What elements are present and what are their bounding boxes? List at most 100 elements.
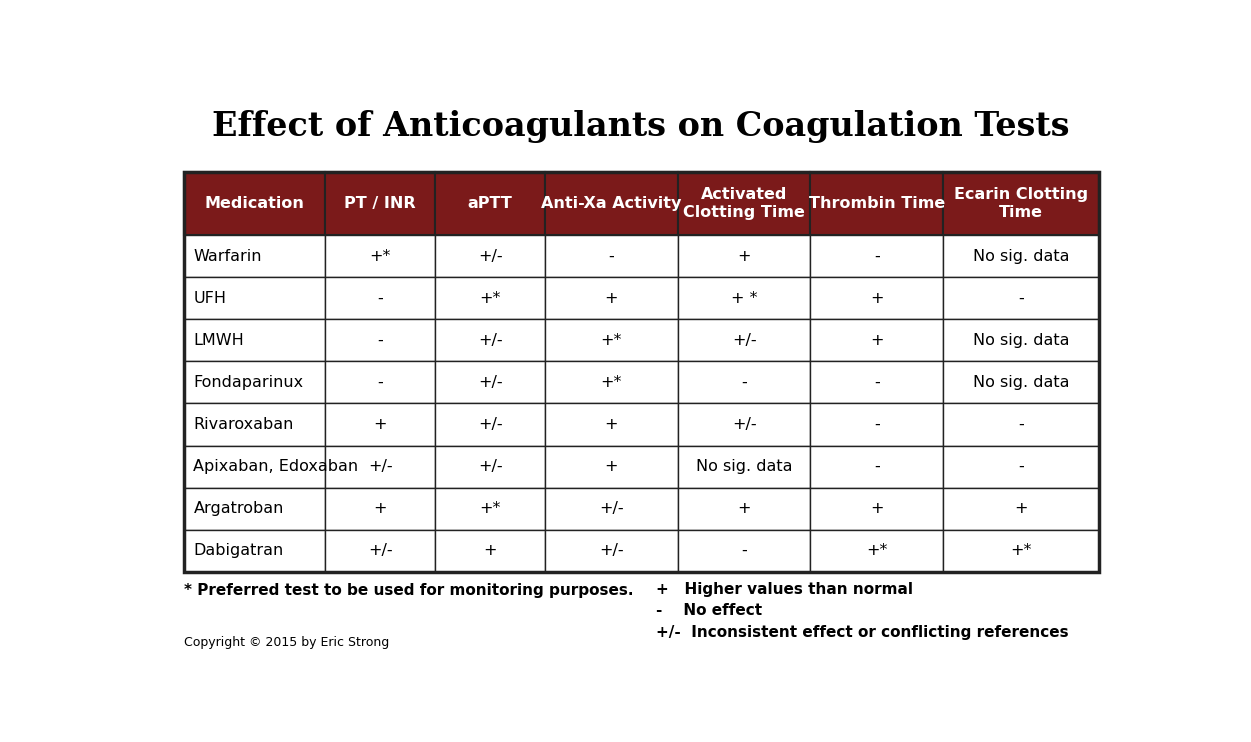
Text: +: + xyxy=(374,417,387,432)
Bar xyxy=(811,235,943,277)
Bar xyxy=(943,235,1098,277)
Bar xyxy=(545,530,678,572)
Text: -: - xyxy=(1018,417,1023,432)
Bar xyxy=(435,277,545,319)
Text: +/-: +/- xyxy=(478,459,503,474)
Text: Thrombin Time: Thrombin Time xyxy=(808,196,945,211)
Bar xyxy=(678,277,811,319)
Text: +*: +* xyxy=(369,249,392,263)
Bar xyxy=(678,361,811,404)
Bar xyxy=(325,319,435,361)
Text: +*: +* xyxy=(600,332,622,348)
Bar xyxy=(811,530,943,572)
Bar xyxy=(545,235,678,277)
Text: Rivaroxaban: Rivaroxaban xyxy=(194,417,294,432)
Bar xyxy=(325,404,435,445)
Text: -    No effect: - No effect xyxy=(656,603,762,618)
Bar xyxy=(943,361,1098,404)
Text: +: + xyxy=(483,543,497,558)
Bar xyxy=(435,487,545,530)
Bar xyxy=(811,361,943,404)
Bar xyxy=(184,277,325,319)
Text: Anti-Xa Activity: Anti-Xa Activity xyxy=(542,196,682,211)
Text: +/-: +/- xyxy=(599,543,624,558)
Bar xyxy=(545,487,678,530)
Text: +/-: +/- xyxy=(478,332,503,348)
Bar xyxy=(811,319,943,361)
Text: -: - xyxy=(378,291,383,306)
Bar xyxy=(435,404,545,445)
Text: -: - xyxy=(608,249,614,263)
Bar xyxy=(811,172,943,235)
Bar xyxy=(678,319,811,361)
Text: Argatroban: Argatroban xyxy=(194,501,284,516)
Bar xyxy=(325,445,435,487)
Text: Activated
Clotting Time: Activated Clotting Time xyxy=(683,187,806,220)
Text: -: - xyxy=(742,543,747,558)
Bar xyxy=(943,277,1098,319)
Text: +/-: +/- xyxy=(368,459,393,474)
Text: -: - xyxy=(742,375,747,390)
Bar xyxy=(325,361,435,404)
Bar xyxy=(325,487,435,530)
Text: +/-: +/- xyxy=(368,543,393,558)
Bar xyxy=(325,530,435,572)
Text: +: + xyxy=(604,417,618,432)
Bar xyxy=(678,445,811,487)
Text: +*: +* xyxy=(600,375,622,390)
Bar xyxy=(943,530,1098,572)
Bar xyxy=(943,487,1098,530)
Bar xyxy=(811,487,943,530)
Bar xyxy=(811,404,943,445)
Text: +: + xyxy=(604,291,618,306)
Bar xyxy=(325,172,435,235)
Text: Copyright © 2015 by Eric Strong: Copyright © 2015 by Eric Strong xyxy=(184,636,389,649)
Bar xyxy=(943,404,1098,445)
Text: PT / INR: PT / INR xyxy=(344,196,417,211)
Bar xyxy=(545,404,678,445)
Bar xyxy=(678,530,811,572)
Text: -: - xyxy=(378,332,383,348)
Bar xyxy=(325,277,435,319)
Text: UFH: UFH xyxy=(194,291,226,306)
Text: +*: +* xyxy=(866,543,887,558)
Bar xyxy=(943,445,1098,487)
Bar xyxy=(435,319,545,361)
Bar xyxy=(678,172,811,235)
Bar xyxy=(184,172,1098,572)
Bar xyxy=(545,172,678,235)
Bar xyxy=(184,235,325,277)
Text: Fondaparinux: Fondaparinux xyxy=(194,375,304,390)
Bar xyxy=(678,404,811,445)
Bar xyxy=(545,277,678,319)
Text: No sig. data: No sig. data xyxy=(696,459,792,474)
Text: * Preferred test to be used for monitoring purposes.: * Preferred test to be used for monitori… xyxy=(184,583,633,598)
Text: -: - xyxy=(1018,291,1023,306)
Bar xyxy=(545,361,678,404)
Bar xyxy=(325,235,435,277)
Bar xyxy=(184,530,325,572)
Text: +*: +* xyxy=(1011,543,1032,558)
Text: +: + xyxy=(737,249,751,263)
Bar xyxy=(435,172,545,235)
Bar xyxy=(184,487,325,530)
Text: Dabigatran: Dabigatran xyxy=(194,543,284,558)
Bar xyxy=(545,319,678,361)
Text: -: - xyxy=(874,249,879,263)
Bar xyxy=(184,319,325,361)
Text: +/-: +/- xyxy=(732,332,757,348)
Bar xyxy=(435,530,545,572)
Text: No sig. data: No sig. data xyxy=(973,332,1070,348)
Text: Apixaban, Edoxaban: Apixaban, Edoxaban xyxy=(194,459,359,474)
Text: +: + xyxy=(869,291,883,306)
Text: +/-: +/- xyxy=(599,501,624,516)
Text: +: + xyxy=(869,501,883,516)
Bar xyxy=(678,487,811,530)
Bar xyxy=(943,319,1098,361)
Text: +: + xyxy=(374,501,387,516)
Bar xyxy=(184,361,325,404)
Text: +: + xyxy=(604,459,618,474)
Bar xyxy=(435,445,545,487)
Text: Medication: Medication xyxy=(204,196,304,211)
Text: Warfarin: Warfarin xyxy=(194,249,261,263)
